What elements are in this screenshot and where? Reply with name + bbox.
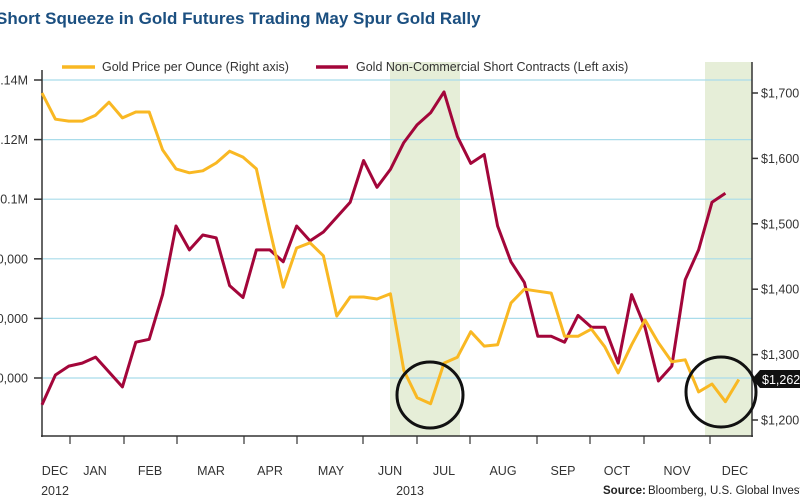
short-contracts-line bbox=[40, 90, 727, 406]
legend-label-short-contracts: Gold Non-Commercial Short Contracts (Lef… bbox=[356, 60, 628, 74]
x-tick-label: AUG bbox=[489, 464, 516, 478]
source-text: Bloomberg, U.S. Global Invest bbox=[648, 485, 800, 497]
legend-label-gold-price: Gold Price per Ounce (Right axis) bbox=[102, 60, 289, 74]
gridlines bbox=[42, 79, 752, 379]
right-tick-label: $1,500 bbox=[761, 217, 799, 231]
right-tick-label: $1,200 bbox=[761, 414, 799, 428]
left-tick-label: 60,000 bbox=[0, 312, 28, 326]
series-lines bbox=[40, 90, 741, 406]
right-tick-label: $1,600 bbox=[761, 152, 799, 166]
axis-ticks: 0.14M 0.12M 0.1M 80,000 60,000 40,000 $1,700 $1… bbox=[0, 74, 799, 499]
right-tick-label: $1,400 bbox=[761, 283, 799, 297]
highlight-band bbox=[390, 62, 460, 436]
circle-annotations bbox=[395, 355, 758, 430]
x-tick-label: JUN bbox=[378, 464, 402, 478]
x-year-label: 2013 bbox=[396, 484, 424, 498]
right-tick-label: $1,700 bbox=[761, 87, 799, 101]
x-tick-label: JUL bbox=[433, 464, 455, 478]
left-tick-label: 0.12M bbox=[0, 133, 28, 147]
left-tick-label: 0.1M bbox=[0, 193, 28, 207]
right-tick-label: $1,300 bbox=[761, 348, 799, 362]
x-tick-label: DEC bbox=[722, 464, 748, 478]
x-tick-label: MAR bbox=[197, 464, 225, 478]
left-tick-label: 80,000 bbox=[0, 252, 28, 266]
circle-annotation-december bbox=[684, 355, 758, 429]
last-value-label: $1,262. bbox=[762, 373, 800, 387]
left-tick-label: 40,000 bbox=[0, 372, 28, 386]
x-tick-label: FEB bbox=[138, 464, 162, 478]
x-tick-label: SEP bbox=[550, 464, 575, 478]
circle-annotation-july bbox=[395, 360, 465, 430]
x-tick-label: OCT bbox=[604, 464, 631, 478]
highlight-band bbox=[705, 62, 752, 436]
x-tick-label: MAY bbox=[318, 464, 345, 478]
x-tick-label: JAN bbox=[83, 464, 107, 478]
highlight-bands bbox=[390, 62, 752, 436]
x-tick-label: DEC bbox=[42, 464, 68, 478]
last-value-tag bbox=[752, 370, 800, 388]
legend: Gold Price per Ounce (Right axis) Gold N… bbox=[62, 60, 628, 74]
x-tick-label: NOV bbox=[663, 464, 691, 478]
left-tick-label: 0.14M bbox=[0, 74, 28, 88]
x-year-label: 2012 bbox=[41, 484, 69, 498]
last-value-callout: $1,262. bbox=[752, 370, 800, 388]
source-label: Source: bbox=[603, 485, 646, 497]
x-tick-label: APR bbox=[257, 464, 283, 478]
chart-title: Short Squeeze in Gold Futures Trading Ma… bbox=[0, 9, 481, 28]
